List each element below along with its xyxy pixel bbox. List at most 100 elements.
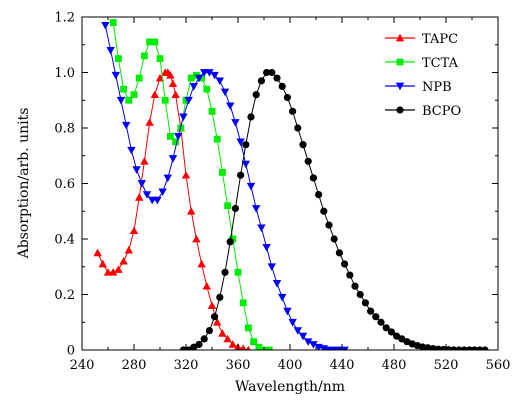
data-point-bcpo <box>242 141 250 149</box>
data-point-tapc <box>168 79 178 87</box>
data-point-tcta <box>208 107 216 115</box>
data-point-npb <box>111 71 120 80</box>
data-point-bcpo <box>315 191 323 199</box>
data-point-tcta <box>182 96 190 104</box>
data-point-tcta <box>146 38 153 46</box>
data-point-npb <box>319 345 328 350</box>
data-point-npb <box>116 96 126 105</box>
legend-marker-bcpo <box>396 106 404 114</box>
y-tick-label: 0.8 <box>54 122 75 137</box>
data-point-tcta <box>245 324 252 332</box>
data-point-tcta <box>135 74 143 82</box>
data-point-tcta <box>234 268 242 276</box>
data-point-npb <box>288 318 297 327</box>
data-point-tcta <box>109 19 117 26</box>
data-point-tcta <box>167 132 174 140</box>
data-point-npb <box>309 341 318 349</box>
data-point-tcta <box>156 55 164 63</box>
x-tick-label: 280 <box>122 358 147 373</box>
data-point-bcpo <box>221 268 229 276</box>
data-point-bcpo <box>351 282 359 290</box>
data-point-tapc <box>135 193 144 201</box>
data-point-bcpo <box>335 249 343 257</box>
data-point-npb <box>174 132 183 141</box>
data-point-npb <box>106 46 115 55</box>
data-point-tapc <box>187 207 196 215</box>
data-point-bcpo <box>346 271 354 279</box>
data-point-tapc <box>166 71 175 79</box>
data-point-tapc <box>155 73 165 82</box>
data-point-bcpo <box>237 171 245 179</box>
data-point-tcta <box>120 85 127 93</box>
data-point-tcta <box>229 235 237 243</box>
data-point-npb <box>236 138 245 147</box>
data-point-npb <box>163 174 172 183</box>
series-tcta <box>109 19 273 350</box>
data-point-tapc <box>197 259 206 268</box>
data-point-npb <box>210 71 219 80</box>
series-line-tapc <box>97 72 249 350</box>
data-point-npb <box>257 224 266 233</box>
legend-item-bcpo: BCPO <box>385 104 461 119</box>
data-point-bcpo <box>372 313 380 321</box>
data-point-tapc <box>150 90 159 99</box>
data-point-npb <box>189 83 198 91</box>
data-point-npb <box>226 102 235 110</box>
data-point-bcpo <box>320 207 328 215</box>
data-point-tcta <box>161 96 169 104</box>
data-point-tcta <box>239 299 247 307</box>
x-tick-label: 520 <box>434 358 459 373</box>
data-point-bcpo <box>361 299 369 307</box>
data-point-npb <box>283 307 292 316</box>
data-point-npb <box>278 293 287 302</box>
data-point-bcpo <box>263 68 271 77</box>
data-point-npb <box>142 191 152 199</box>
legend-label-tapc: TAPC <box>422 32 458 47</box>
data-point-npb <box>267 263 276 271</box>
data-point-tcta <box>224 202 231 210</box>
legend-item-tapc: TAPC <box>385 32 458 47</box>
data-point-npb <box>127 146 136 155</box>
data-point-bcpo <box>367 307 375 315</box>
data-point-tcta <box>198 74 205 82</box>
data-point-tcta <box>125 96 133 104</box>
y-axis-title: Absorption/arb. units <box>16 108 32 260</box>
data-point-bcpo <box>200 335 208 343</box>
legend-item-npb: NPB <box>385 80 452 95</box>
data-point-bcpo <box>216 293 224 301</box>
y-tick-label: 0.4 <box>54 233 75 248</box>
data-point-tapc <box>181 170 191 179</box>
data-point-npb <box>215 77 224 86</box>
data-point-tapc <box>140 157 149 165</box>
legend-label-tcta: TCTA <box>422 56 459 71</box>
y-tick-label: 0.2 <box>54 288 75 303</box>
data-point-tapc <box>202 281 211 290</box>
data-point-bcpo <box>289 107 297 115</box>
data-point-bcpo <box>341 260 349 268</box>
x-tick-label: 360 <box>226 358 251 373</box>
data-point-tapc <box>98 259 107 268</box>
data-point-tapc <box>218 329 227 337</box>
x-axis-title: Wavelength/nm <box>235 379 345 395</box>
data-point-bcpo <box>211 313 219 321</box>
data-point-bcpo <box>382 324 390 332</box>
data-point-npb <box>262 243 271 252</box>
data-point-npb <box>231 119 240 127</box>
data-point-bcpo <box>247 113 255 121</box>
data-point-tapc <box>93 248 102 257</box>
data-point-tcta <box>141 52 148 60</box>
data-point-npb <box>298 332 308 341</box>
data-point-bcpo <box>330 235 338 243</box>
series-bcpo <box>179 68 489 350</box>
data-point-tapc <box>240 344 247 350</box>
data-point-tapc <box>129 226 139 235</box>
data-point-tapc <box>114 265 123 273</box>
data-point-bcpo <box>325 221 333 229</box>
data-point-bcpo <box>205 326 213 335</box>
ticks-layer: 240 280 320 360 400 440 480 520 560 0 0.2 0.4 0.6 0.8… <box>54 11 510 374</box>
x-tick-label: 320 <box>174 358 199 373</box>
data-point-tapc <box>119 257 128 265</box>
data-point-tcta <box>250 338 257 346</box>
data-point-bcpo <box>299 141 307 149</box>
